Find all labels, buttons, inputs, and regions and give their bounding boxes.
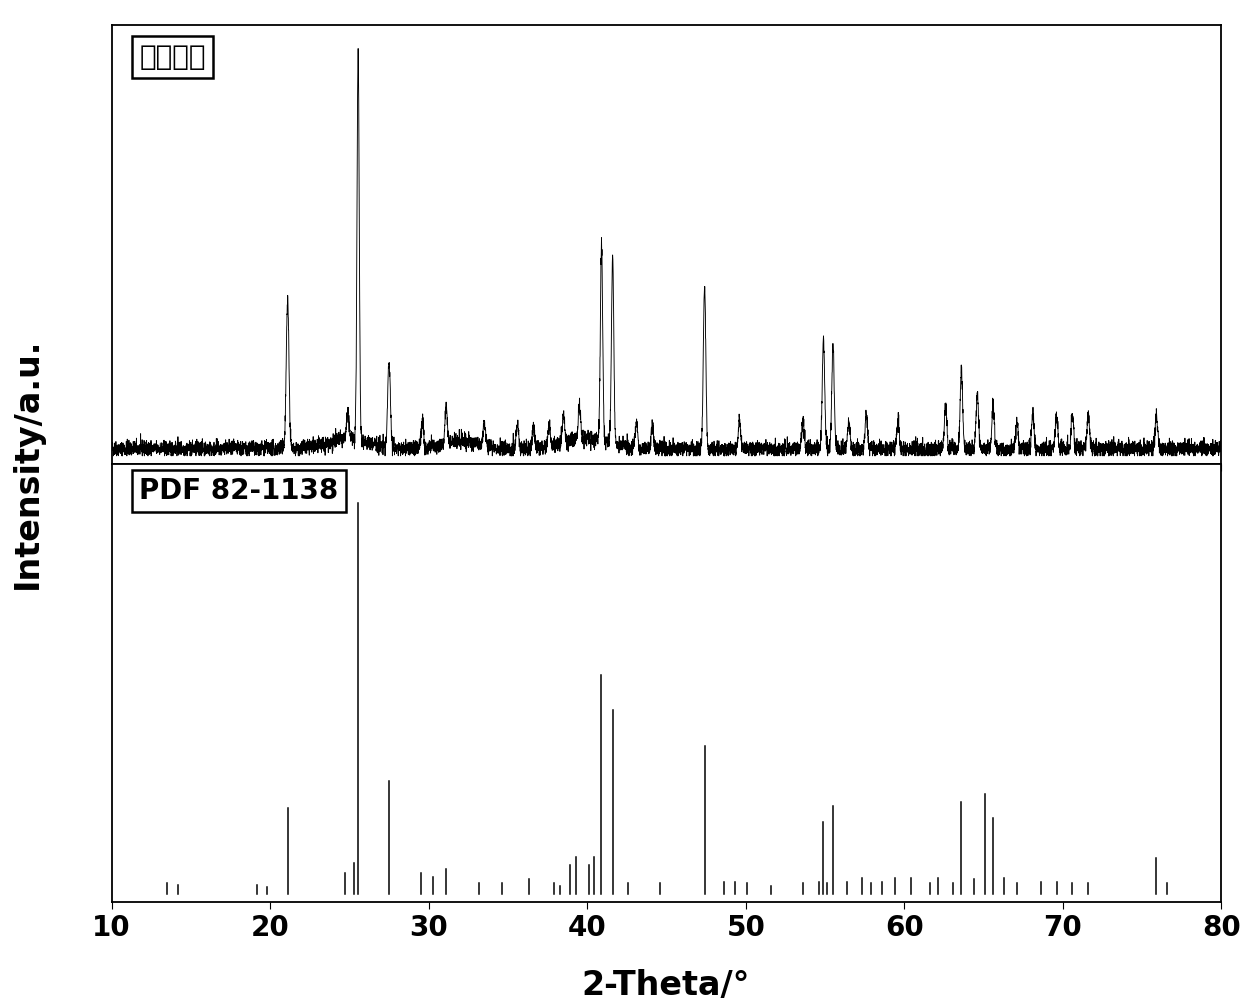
- Text: 2-Theta/°: 2-Theta/°: [582, 970, 750, 1002]
- Text: 实施例一: 实施例一: [139, 42, 206, 71]
- Text: Intensity/a.u.: Intensity/a.u.: [11, 338, 43, 590]
- Text: PDF 82-1138: PDF 82-1138: [139, 477, 339, 505]
